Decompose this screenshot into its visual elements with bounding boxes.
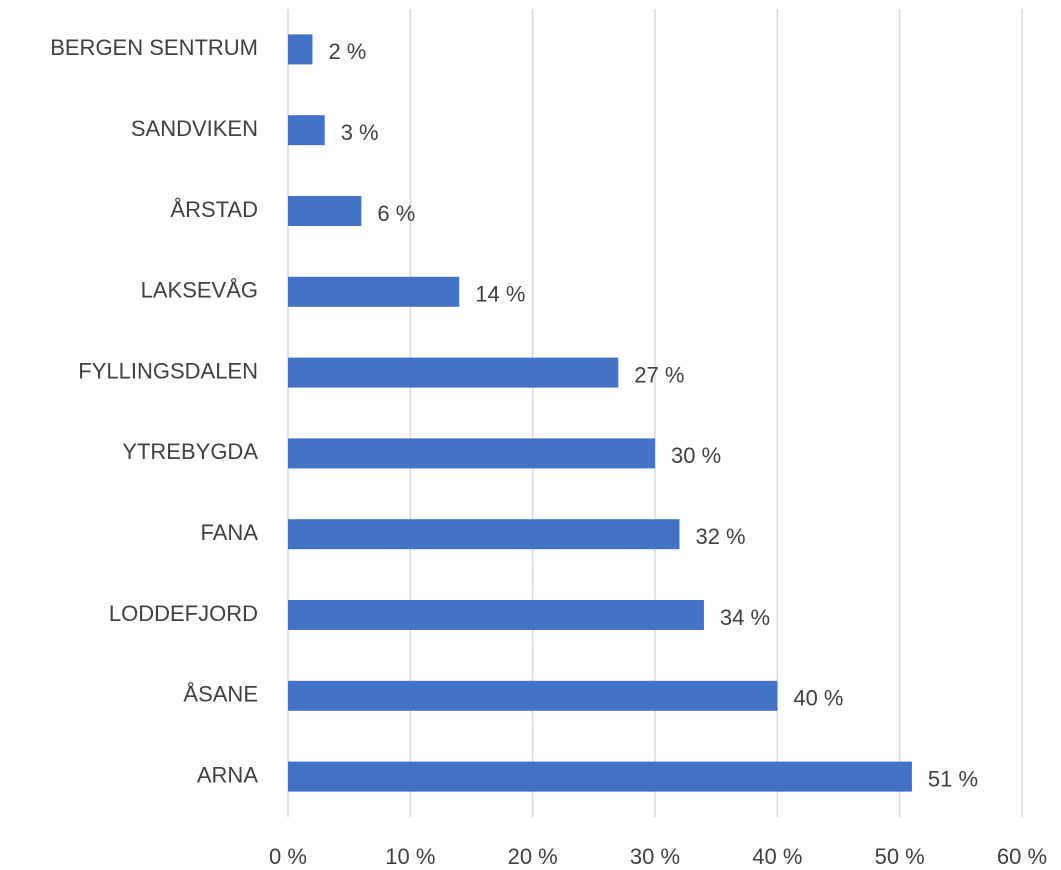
bar <box>288 761 912 792</box>
x-tick-label: 20 % <box>508 844 558 869</box>
bar <box>288 519 680 550</box>
data-label: 40 % <box>793 686 843 711</box>
x-tick-label: 50 % <box>875 844 925 869</box>
x-tick-label: 10 % <box>385 844 435 869</box>
data-label: 51 % <box>928 766 978 791</box>
y-tick-label: SANDVIKEN <box>131 116 258 141</box>
bar <box>288 357 619 388</box>
bar <box>288 438 655 469</box>
y-tick-label: FYLLINGSDALEN <box>78 358 258 383</box>
y-tick-label: BERGEN SENTRUM <box>50 35 258 60</box>
x-tick-label: 30 % <box>630 844 680 869</box>
y-tick-label: LODDEFJORD <box>109 601 258 626</box>
x-tick-label: 0 % <box>269 844 307 869</box>
y-tick-label: YTREBYGDA <box>122 439 258 464</box>
data-label: 30 % <box>671 443 721 468</box>
x-tick-label: 60 % <box>997 844 1047 869</box>
x-tick-label: 40 % <box>752 844 802 869</box>
y-tick-label: LAKSEVÅG <box>141 278 258 303</box>
bar <box>288 600 704 630</box>
data-label: 3 % <box>341 120 379 145</box>
data-label: 27 % <box>634 362 684 387</box>
y-tick-label: ÅRSTAD <box>170 197 258 222</box>
data-label: 34 % <box>720 605 770 630</box>
bar <box>288 196 362 226</box>
bar <box>288 276 460 307</box>
y-tick-label: FANA <box>201 520 259 545</box>
bar <box>288 680 778 711</box>
data-label: 6 % <box>377 201 415 226</box>
y-tick-label: ARNA <box>197 762 258 787</box>
bar <box>288 34 313 65</box>
bar <box>288 115 325 146</box>
y-tick-label: ÅSANE <box>183 682 258 707</box>
data-label: 14 % <box>475 282 525 307</box>
data-label: 32 % <box>695 524 745 549</box>
data-label: 2 % <box>328 39 366 64</box>
